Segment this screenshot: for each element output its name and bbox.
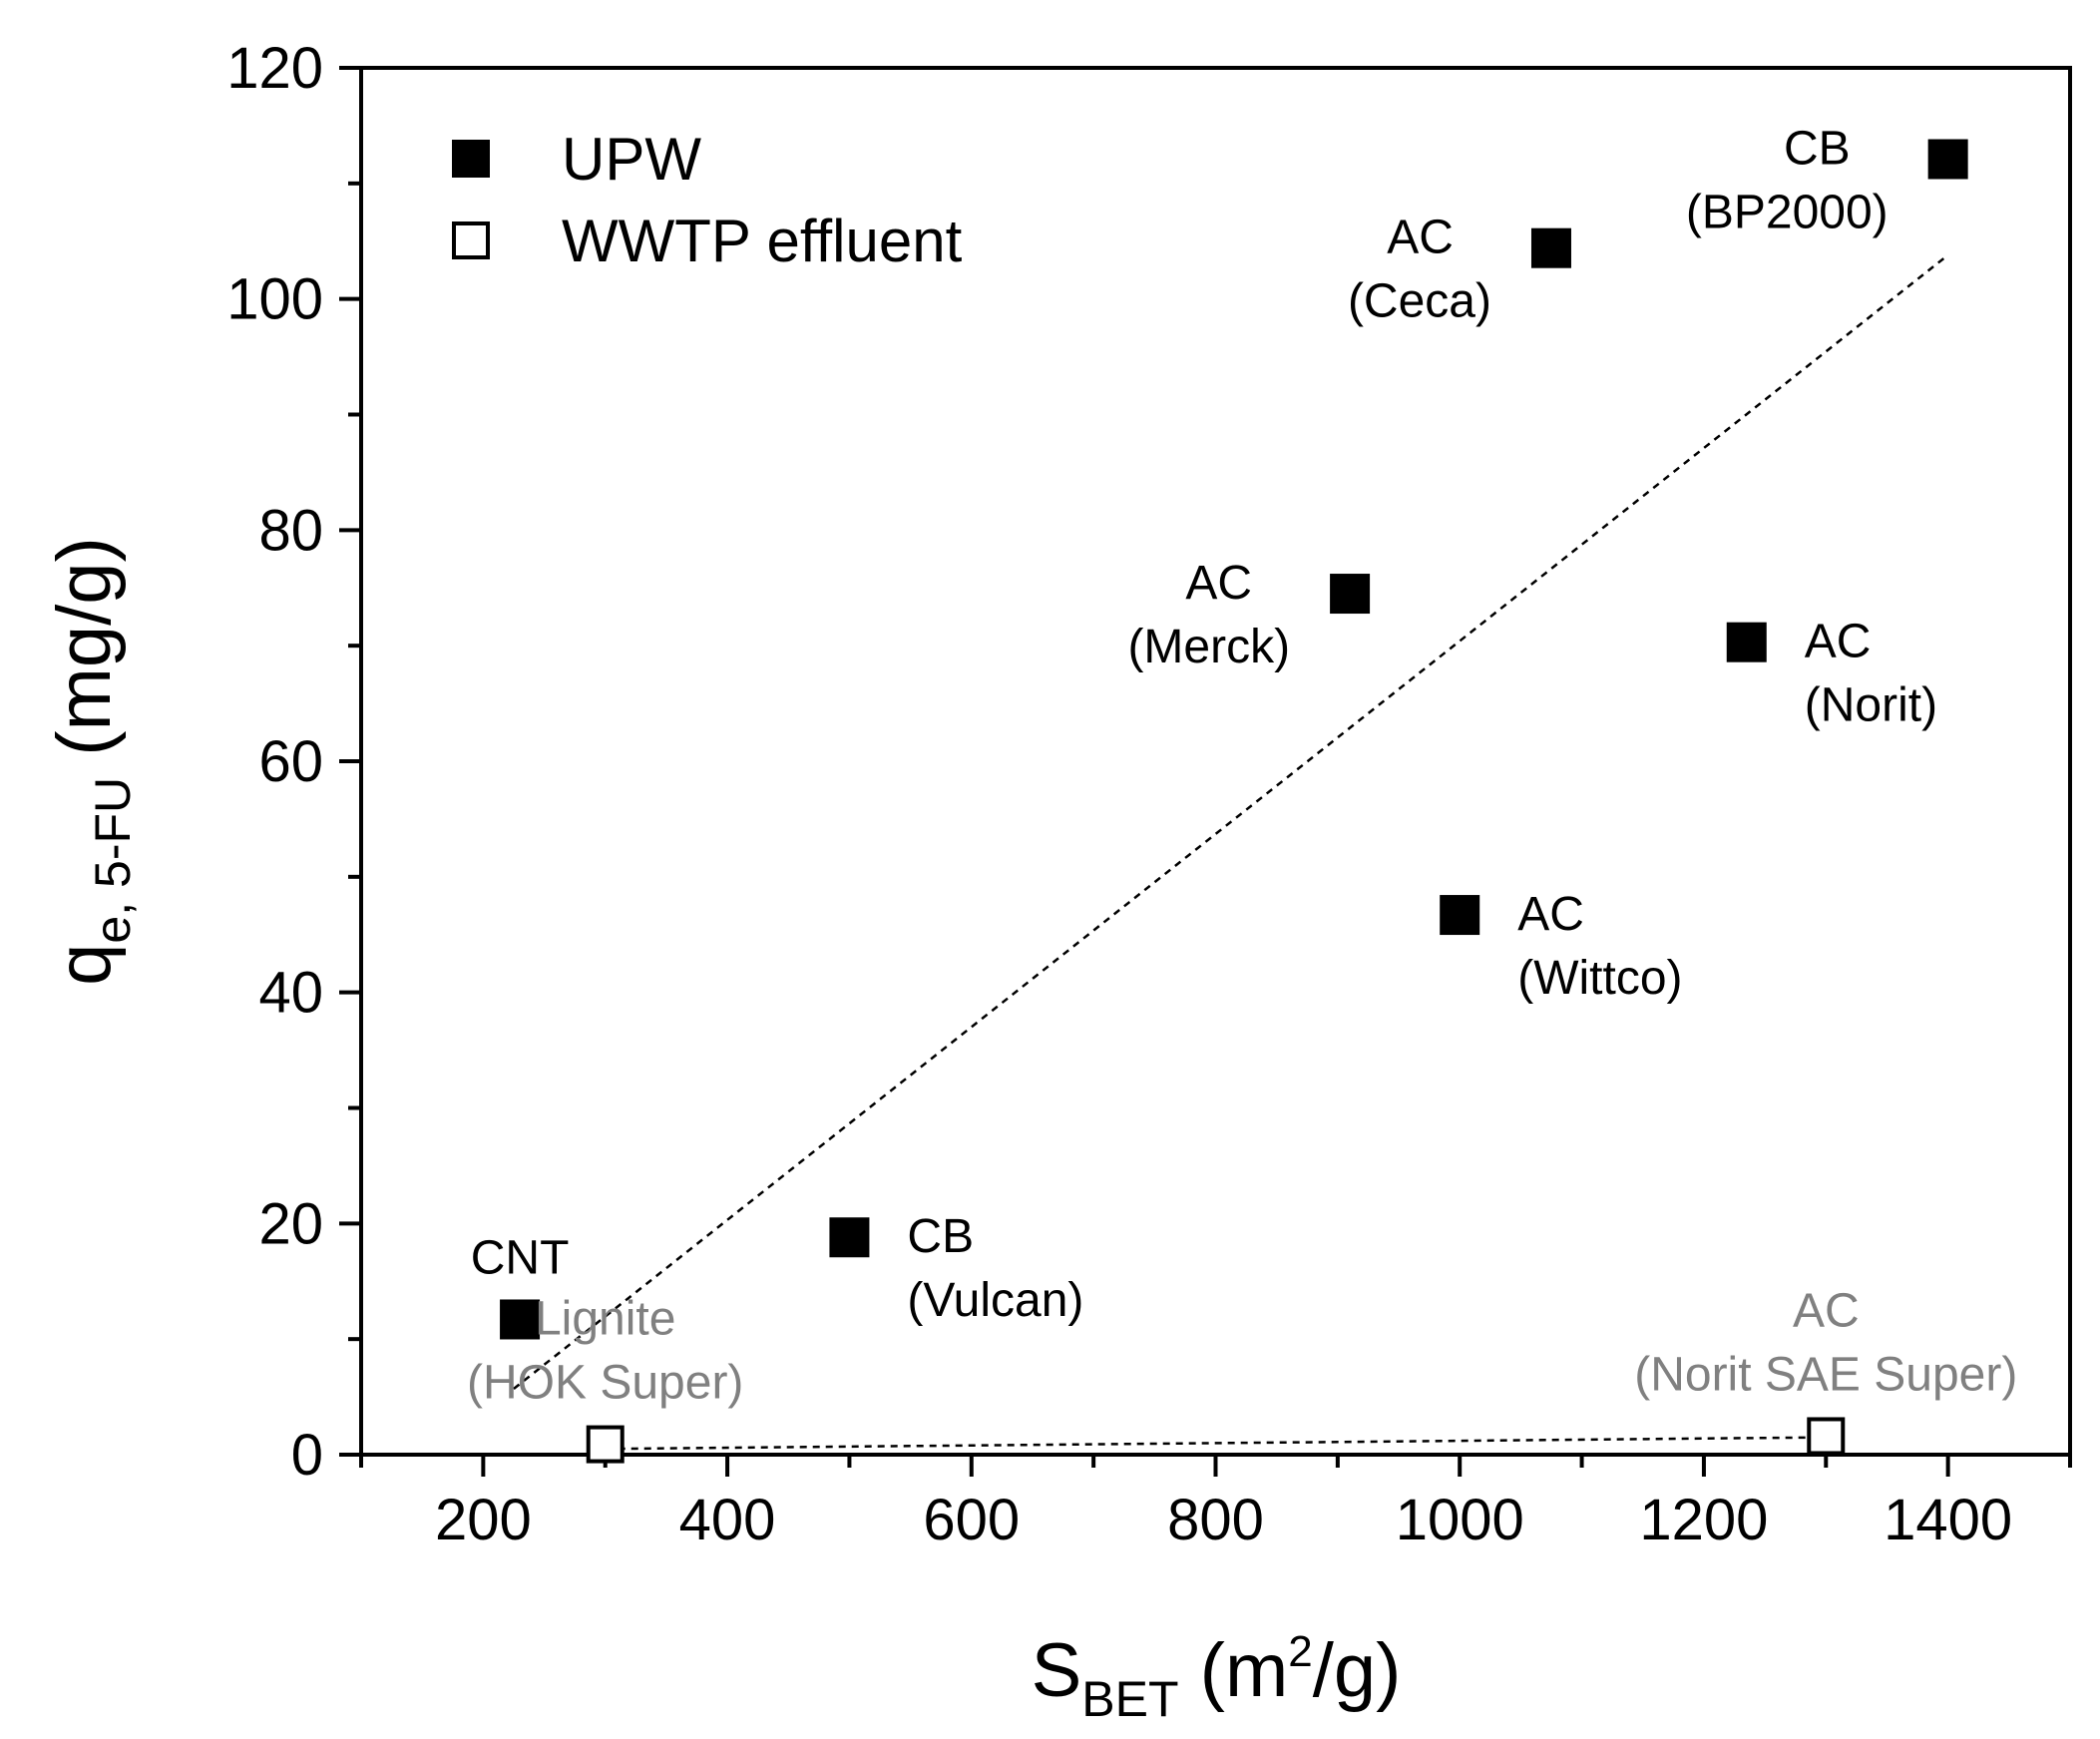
point-label-line: AC xyxy=(1185,557,1252,610)
y-tick-label: 100 xyxy=(226,267,323,332)
point-label-line: AC xyxy=(1805,616,1872,668)
x-axis-title-unit-post: /g) xyxy=(1313,1628,1402,1713)
point-label-line: (HOK Super) xyxy=(467,1357,743,1410)
trendline-upw xyxy=(513,253,1949,1390)
x-tick-label: 400 xyxy=(679,1488,776,1552)
y-tick-label: 20 xyxy=(258,1191,323,1256)
data-point-upw xyxy=(1330,574,1371,615)
point-label-line: (Norit) xyxy=(1805,679,1937,732)
trendlines xyxy=(513,253,1949,1451)
y-tick-label: 0 xyxy=(291,1423,323,1488)
y-axis-title: qe, 5-FU (mg/g) xyxy=(42,537,141,986)
point-label-line: AC xyxy=(1793,1284,1860,1337)
data-point-upw xyxy=(1440,895,1480,936)
data-point-wwtp xyxy=(586,1425,625,1464)
point-label: CB (BP2000) xyxy=(1686,123,1889,239)
legend-label-upw: UPW xyxy=(562,126,701,193)
point-label: AC (Merck) xyxy=(1127,557,1290,673)
y-axis-title-unit: (mg/g) xyxy=(42,537,127,777)
y-tick-label: 40 xyxy=(258,961,323,1026)
data-points: CNT CB (Vulcan) AC (Merck) AC (Wittco) AC (Ceca)… xyxy=(467,123,2017,1464)
point-label-line: (Merck) xyxy=(1127,621,1290,673)
y-axis-title-main: q xyxy=(42,944,127,986)
legend-marker-wwtp xyxy=(452,221,490,259)
point-label-line: CB xyxy=(1784,123,1851,176)
data-point-upw xyxy=(1927,139,1968,180)
x-tick-label: 1200 xyxy=(1639,1488,1768,1552)
point-label-line: AC xyxy=(1517,888,1584,941)
point-label: Lignite (HOK Super) xyxy=(467,1293,743,1410)
y-tick-label: 80 xyxy=(258,498,323,563)
point-label-line: CNT xyxy=(471,1231,570,1284)
point-label-line: Lignite xyxy=(535,1293,675,1346)
legend-marker-upw xyxy=(452,140,490,178)
x-tick-label: 800 xyxy=(1167,1488,1264,1552)
legend-label-wwtp: WWTP effluent xyxy=(562,208,963,274)
point-label: CB (Vulcan) xyxy=(907,1210,1083,1327)
axis-ticks: 200 400 600 800 1000 1200 1400 0 20 40 60 80 100 120 xyxy=(226,36,2072,1552)
x-axis-title-sup: 2 xyxy=(1288,1627,1312,1676)
point-label-line: (BP2000) xyxy=(1686,187,1889,239)
plot-frame xyxy=(359,66,2072,1457)
point-label-line: (Vulcan) xyxy=(907,1274,1083,1327)
trendline-wwtp xyxy=(605,1436,1827,1451)
x-tick-label: 600 xyxy=(923,1488,1020,1552)
point-label-line: (Wittco) xyxy=(1517,952,1682,1005)
x-tick-label: 200 xyxy=(435,1488,532,1552)
y-axis-title-sub: e, 5-FU xyxy=(85,777,141,944)
x-tick-label: 1000 xyxy=(1396,1488,1524,1552)
point-label: AC (Norit) xyxy=(1805,616,1937,732)
x-axis-title: SBET (m2/g) xyxy=(1032,1627,1402,1727)
data-point-upw xyxy=(1530,227,1571,268)
point-label: CNT xyxy=(471,1231,570,1284)
x-axis-title-main: S xyxy=(1032,1628,1082,1713)
x-axis-title-unit-pre: (m xyxy=(1179,1628,1289,1713)
legend: UPW WWTP effluent xyxy=(452,126,963,274)
point-label-line: CB xyxy=(907,1210,974,1263)
data-point-upw xyxy=(500,1299,541,1340)
y-tick-label: 60 xyxy=(258,729,323,794)
x-tick-label: 1400 xyxy=(1884,1488,2012,1552)
point-label-line: (Ceca) xyxy=(1348,275,1491,328)
y-tick-label: 120 xyxy=(226,36,323,101)
data-point-upw xyxy=(829,1217,870,1258)
data-point-wwtp xyxy=(1807,1417,1846,1456)
point-label-line: (Norit SAE Super) xyxy=(1634,1348,2017,1401)
x-axis-title-sub: BET xyxy=(1081,1671,1178,1727)
point-label: AC (Ceca) xyxy=(1348,212,1491,328)
point-label: AC (Norit SAE Super) xyxy=(1634,1284,2017,1401)
data-point-upw xyxy=(1726,622,1767,662)
point-label: AC (Wittco) xyxy=(1517,888,1682,1005)
point-label-line: AC xyxy=(1387,212,1454,264)
